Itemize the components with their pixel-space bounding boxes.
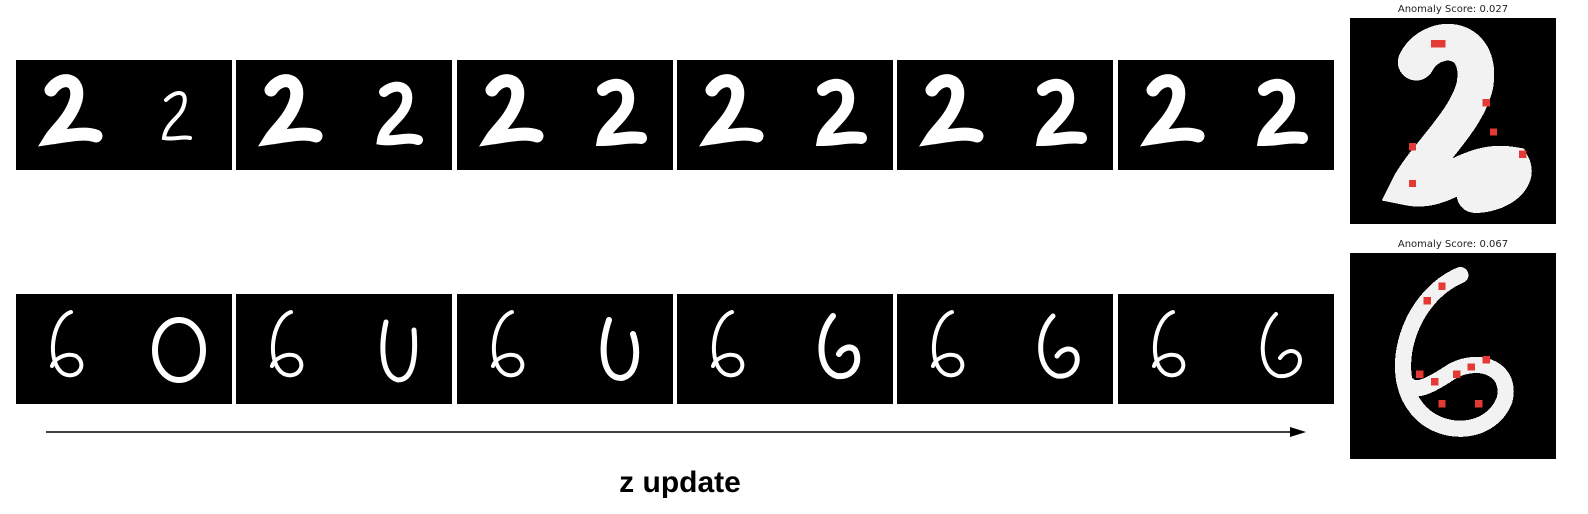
row1-anomaly-heatmap — [1350, 18, 1556, 224]
row1-frame-6 — [1118, 60, 1334, 170]
row1-anomaly-score: Anomaly Score: 0.027 — [1397, 4, 1509, 15]
row2-frame-6 — [1118, 294, 1334, 404]
row1-frame-5 — [897, 60, 1113, 170]
row2-frame-5 — [897, 294, 1113, 404]
row2-frame-3 — [457, 294, 673, 404]
row2-frame-2 — [236, 294, 452, 404]
row2-anomaly-score: Anomaly Score: 0.067 — [1397, 239, 1509, 250]
row1-frame-3 — [457, 60, 673, 170]
row2-frame-4 — [677, 294, 893, 404]
row2-frame-1 — [16, 294, 232, 404]
row2-anomaly-heatmap — [1350, 253, 1556, 459]
row1-frame-4 — [677, 60, 893, 170]
row1-frame-2 — [236, 60, 452, 170]
z-update-arrow — [46, 427, 1306, 437]
row1-frame-1 — [16, 60, 232, 170]
caption-z-update: z update — [619, 466, 741, 499]
